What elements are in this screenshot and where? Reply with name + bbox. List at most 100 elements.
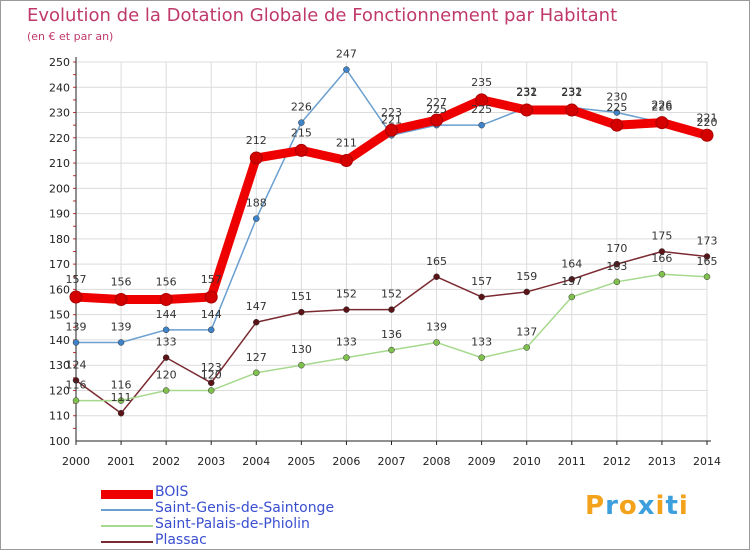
data-point [117, 397, 125, 404]
data-label: 111 [111, 391, 132, 404]
legend-item: Saint-Palais-de-Phiolin [101, 516, 361, 534]
data-label: 163 [606, 260, 627, 273]
data-label: 133 [156, 336, 177, 349]
data-point [523, 344, 530, 351]
data-label: 144 [156, 308, 177, 321]
data-point [433, 273, 440, 281]
y-tick-label: 230 [49, 107, 70, 120]
data-label: 170 [606, 242, 627, 255]
data-label: 137 [516, 326, 537, 339]
data-label: 116 [66, 379, 87, 392]
y-tick-label: 150 [49, 309, 70, 322]
legend-label: Saint-Genis-de-Saintonge [155, 500, 335, 516]
data-label: 212 [246, 134, 267, 147]
data-point [430, 113, 444, 127]
data-label: 231 [516, 86, 537, 99]
x-tick-label: 2003 [197, 455, 225, 468]
data-point [207, 326, 215, 334]
data-label: 152 [381, 288, 402, 301]
data-point [565, 103, 579, 117]
x-tick-label: 2009 [468, 455, 496, 468]
data-point [388, 346, 395, 354]
y-tick-label: 130 [49, 359, 70, 372]
data-point [69, 290, 83, 304]
data-label: 226 [651, 99, 672, 112]
data-label: 227 [426, 96, 447, 109]
data-label: 166 [651, 252, 672, 265]
logo-letter: t [665, 491, 679, 521]
logo-letter: P [585, 491, 606, 521]
legend-item: Saint-Genis-de-Saintonge [101, 500, 361, 518]
x-tick-label: 2002 [152, 455, 180, 468]
legend-label: BOIS [155, 484, 189, 500]
chart-title: Evolution de la Dotation Globale de Fonc… [27, 5, 618, 26]
y-tick-label: 140 [49, 334, 70, 347]
data-label: 164 [561, 257, 582, 270]
data-label: 221 [381, 113, 402, 126]
data-point [294, 143, 308, 157]
proxiti-logo: Proxiti [585, 491, 689, 521]
data-point [613, 260, 621, 268]
data-label: 165 [697, 255, 718, 268]
data-label: 156 [111, 276, 132, 289]
data-point [253, 215, 260, 222]
data-point [478, 121, 485, 129]
data-point [162, 326, 170, 334]
data-label: 157 [201, 273, 222, 286]
data-point [655, 116, 669, 130]
data-label: 220 [697, 116, 718, 129]
y-tick-label: 220 [49, 132, 70, 145]
data-point [478, 293, 485, 301]
logo-letter: o [618, 491, 638, 521]
data-point [658, 270, 666, 278]
logo-letter: i [655, 491, 666, 521]
data-label: 124 [66, 358, 87, 371]
data-label: 215 [291, 126, 312, 139]
x-tick-label: 2006 [332, 455, 360, 468]
data-label: 232 [516, 85, 537, 98]
y-tick-label: 190 [49, 208, 70, 221]
data-label: 139 [111, 320, 132, 333]
data-point [72, 339, 80, 346]
legend-item: BOIS [101, 484, 361, 502]
x-tick-label: 2001 [107, 455, 135, 468]
data-label: 173 [697, 235, 718, 248]
data-point [117, 409, 125, 417]
data-label: 139 [426, 320, 447, 333]
data-point [610, 118, 624, 132]
data-point [478, 354, 485, 361]
data-label: 120 [201, 368, 222, 381]
data-label: 232 [561, 85, 582, 98]
data-point [253, 318, 260, 326]
data-point [298, 308, 305, 316]
data-label: 230 [606, 91, 627, 104]
data-label: 133 [471, 336, 492, 349]
data-point [72, 397, 80, 404]
data-point [568, 293, 576, 301]
data-point [253, 369, 260, 377]
data-label: 223 [381, 106, 402, 119]
data-point [298, 361, 305, 369]
data-label: 225 [606, 101, 627, 114]
data-label: 139 [66, 320, 87, 333]
data-label: 226 [291, 101, 312, 114]
data-point [162, 387, 170, 394]
data-point [523, 288, 530, 296]
data-point [613, 278, 621, 286]
x-tick-label: 2000 [62, 455, 90, 468]
legend-swatch [101, 490, 153, 499]
x-tick-label: 2008 [423, 455, 451, 468]
y-tick-label: 120 [49, 384, 70, 397]
x-tick-label: 2010 [513, 455, 541, 468]
legend-swatch [101, 541, 153, 543]
data-label: 144 [201, 308, 222, 321]
data-point [339, 154, 353, 168]
y-tick-label: 210 [49, 157, 70, 170]
data-label: 127 [246, 351, 267, 364]
data-point [433, 339, 440, 346]
data-point [159, 293, 173, 307]
data-label: 231 [561, 86, 582, 99]
y-tick-label: 160 [49, 283, 70, 296]
